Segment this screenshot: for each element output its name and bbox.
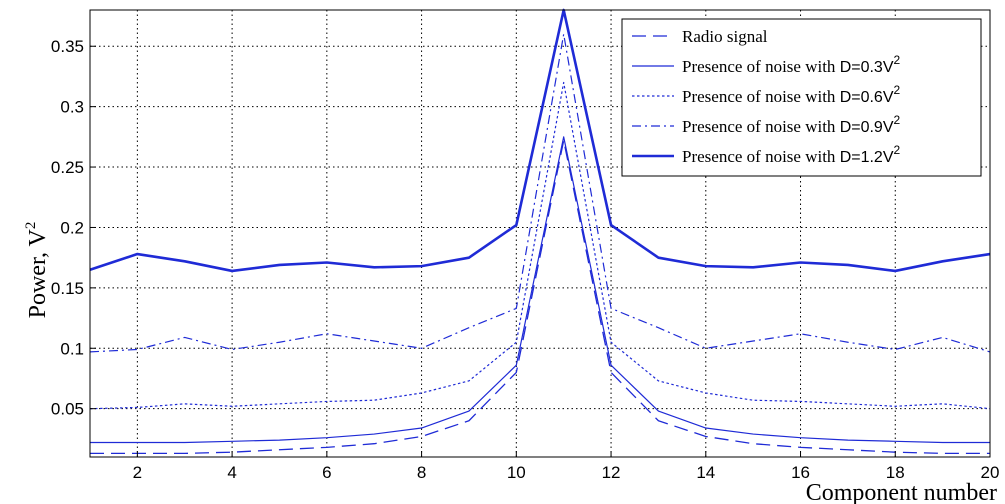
legend-box [621,18,982,177]
x-tick-label: 2 [133,463,142,482]
axis-ticks: 2 4 6 8 10 12 14 16 18 20 0.05 0.1 0.15 0.2 0.25 0.3 0.3… [51,37,1000,482]
x-tick-label: 4 [227,463,236,482]
y-tick-label: 0.05 [51,400,84,419]
x-tick-label: 20 [981,463,1000,482]
series-line-5 [89,8,991,273]
y-tick-label: 0.2 [60,218,84,237]
legend-label-2: Presence of noise with D=0.3V2 [682,53,901,76]
y-axis-title: Power, V2 [23,222,51,319]
y-tick-label: 0.25 [51,158,84,177]
legend-label-5: Presence of noise with D=1.2V2 [682,143,901,166]
y-tick-label: 0.3 [60,98,84,117]
y-tick-label: 0.35 [51,37,84,56]
legend: Radio signal Presence of noise with D=0.3… [621,18,982,177]
x-tick-label: 16 [791,463,810,482]
series-line-1 [90,139,990,455]
plot-frame [89,9,991,458]
legend-label-4: Presence of noise with D=0.9V2 [682,113,901,136]
y-tick-label: 0.1 [60,339,84,358]
series-line-2 [90,136,990,444]
x-tick-label: 18 [886,463,905,482]
legend-label-3: Presence of noise with D=0.6V2 [682,83,901,106]
x-tick-label: 12 [602,463,621,482]
x-tick-label: 10 [507,463,526,482]
x-axis-title: Component number [806,480,997,504]
x-tick-label: 14 [696,463,715,482]
y-tick-label: 0.15 [51,279,84,298]
legend-label-1: Radio signal [682,27,768,46]
x-tick-label: 6 [322,463,331,482]
series-line-4 [89,33,991,353]
series-lines [89,8,991,455]
x-tick-label: 8 [417,463,426,482]
series-line-3 [89,81,991,410]
